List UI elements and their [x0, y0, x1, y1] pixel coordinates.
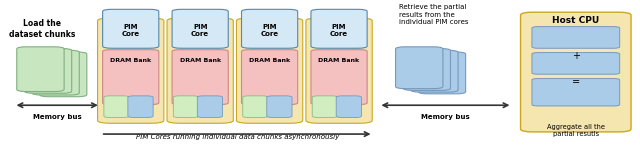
FancyBboxPatch shape — [419, 52, 466, 94]
FancyBboxPatch shape — [306, 18, 372, 123]
FancyBboxPatch shape — [336, 96, 362, 117]
FancyBboxPatch shape — [532, 78, 620, 106]
Text: Load the
dataset chunks: Load the dataset chunks — [9, 19, 76, 39]
Text: DRAM Bank: DRAM Bank — [110, 58, 151, 63]
FancyBboxPatch shape — [312, 96, 337, 117]
FancyBboxPatch shape — [97, 18, 164, 123]
FancyBboxPatch shape — [311, 50, 367, 105]
FancyBboxPatch shape — [403, 49, 451, 90]
FancyBboxPatch shape — [172, 50, 228, 105]
Text: Aggregate all the
partial resutls: Aggregate all the partial resutls — [547, 124, 605, 137]
FancyBboxPatch shape — [236, 18, 303, 123]
Text: DRAM Bank: DRAM Bank — [180, 58, 221, 63]
Text: PIM
Core: PIM Core — [122, 24, 140, 37]
FancyBboxPatch shape — [40, 52, 87, 97]
Text: +: + — [572, 51, 580, 61]
FancyBboxPatch shape — [532, 53, 620, 74]
FancyBboxPatch shape — [102, 9, 159, 48]
FancyBboxPatch shape — [102, 50, 159, 105]
FancyBboxPatch shape — [104, 96, 129, 117]
FancyBboxPatch shape — [128, 96, 153, 117]
Text: Memory bus: Memory bus — [33, 114, 81, 120]
Text: PIM
Core: PIM Core — [330, 24, 348, 37]
FancyBboxPatch shape — [267, 96, 292, 117]
FancyBboxPatch shape — [532, 27, 620, 48]
FancyBboxPatch shape — [243, 96, 268, 117]
FancyBboxPatch shape — [17, 47, 64, 92]
Text: PIM
Core: PIM Core — [191, 24, 209, 37]
FancyBboxPatch shape — [173, 96, 198, 117]
FancyBboxPatch shape — [241, 50, 298, 105]
Text: DRAM Bank: DRAM Bank — [319, 58, 360, 63]
Text: Host CPU: Host CPU — [552, 16, 600, 25]
Text: Retrieve the partial
results from the
individual PIM cores: Retrieve the partial results from the in… — [399, 4, 468, 25]
FancyBboxPatch shape — [396, 47, 443, 89]
Text: DRAM Bank: DRAM Bank — [249, 58, 290, 63]
FancyBboxPatch shape — [172, 9, 228, 48]
FancyBboxPatch shape — [32, 50, 79, 95]
FancyBboxPatch shape — [167, 18, 234, 123]
FancyBboxPatch shape — [197, 96, 223, 117]
FancyBboxPatch shape — [411, 50, 458, 92]
Text: =: = — [572, 77, 580, 87]
Text: Memory bus: Memory bus — [421, 114, 470, 120]
Text: PIM
Core: PIM Core — [260, 24, 278, 37]
FancyBboxPatch shape — [241, 9, 298, 48]
FancyBboxPatch shape — [24, 49, 72, 93]
Text: PIM Cores running individual data chunks asynchronously: PIM Cores running individual data chunks… — [136, 134, 339, 140]
FancyBboxPatch shape — [311, 9, 367, 48]
FancyBboxPatch shape — [520, 12, 631, 132]
